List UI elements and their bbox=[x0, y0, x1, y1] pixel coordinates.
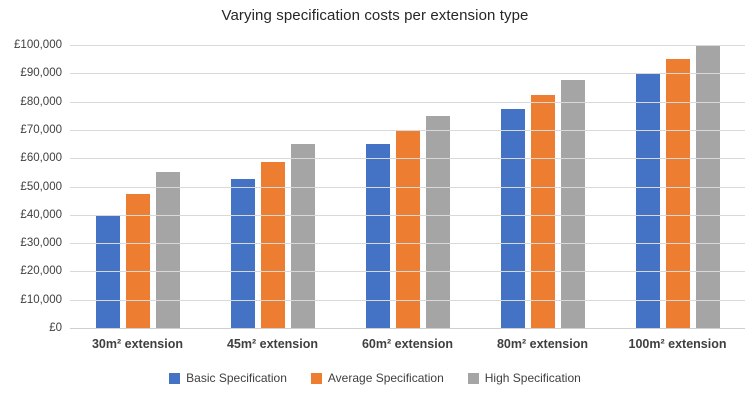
y-axis-tick-label: £30,000 bbox=[20, 237, 62, 250]
gridline bbox=[70, 243, 745, 245]
legend-item: Basic Specification bbox=[169, 371, 287, 385]
y-axis-tick-label: £0 bbox=[49, 322, 62, 334]
y-axis-tick-label: £50,000 bbox=[20, 180, 62, 193]
legend-marker-icon bbox=[310, 372, 322, 384]
y-axis-tick-label: £20,000 bbox=[20, 265, 62, 278]
bar bbox=[530, 94, 555, 328]
bar bbox=[665, 59, 690, 328]
bar bbox=[635, 73, 660, 328]
y-axis-tick-label: £40,000 bbox=[20, 208, 62, 221]
gridline bbox=[70, 158, 745, 160]
y-axis-tick-label: £10,000 bbox=[20, 293, 62, 306]
bar-group bbox=[340, 45, 475, 328]
y-axis-tick-label: £70,000 bbox=[20, 123, 62, 136]
x-axis-category-label: 80m² extension bbox=[496, 337, 588, 351]
gridline bbox=[70, 186, 745, 188]
legend-marker-icon bbox=[467, 372, 479, 384]
bar bbox=[125, 193, 150, 328]
bar-group bbox=[475, 45, 610, 328]
bar bbox=[425, 115, 450, 328]
legend-item: Average Specification bbox=[310, 371, 444, 385]
gridline bbox=[70, 299, 745, 301]
chart-title: Varying specification costs per extensio… bbox=[221, 7, 529, 24]
plot-area bbox=[70, 45, 745, 329]
legend-marker-icon bbox=[169, 372, 181, 384]
bar bbox=[560, 80, 585, 328]
y-axis-tick-label: £90,000 bbox=[20, 67, 62, 80]
legend-item: High Specification bbox=[467, 371, 581, 385]
bar bbox=[395, 129, 420, 328]
gridline bbox=[70, 214, 745, 216]
legend-label: Average Specification bbox=[327, 371, 444, 385]
x-axis-category-label: 45m² extension bbox=[226, 337, 318, 351]
legend: Basic Specification Average Specification… bbox=[0, 371, 750, 385]
bar bbox=[365, 144, 390, 328]
x-axis-category-label: 100m² extension bbox=[628, 337, 727, 351]
gridline bbox=[70, 101, 745, 103]
gridline bbox=[70, 73, 745, 75]
y-axis-tick-label: £60,000 bbox=[20, 152, 62, 165]
x-axis-category-label: 30m² extension bbox=[91, 337, 183, 351]
bar bbox=[290, 144, 315, 328]
gridline bbox=[70, 129, 745, 131]
x-axis: 30m² extension 45m² extension 60m² extensi… bbox=[70, 337, 745, 351]
legend-label: Basic Specification bbox=[186, 371, 287, 385]
y-axis-tick-label: £80,000 bbox=[20, 95, 62, 108]
bar-group bbox=[70, 45, 205, 328]
gridline bbox=[70, 45, 745, 46]
y-axis-tick-label: £100,000 bbox=[14, 39, 62, 51]
bar bbox=[230, 179, 255, 328]
bar bbox=[500, 108, 525, 328]
x-axis-category-label: 60m² extension bbox=[361, 337, 453, 351]
legend-label: High Specification bbox=[484, 371, 581, 385]
gridline bbox=[70, 271, 745, 273]
bar bbox=[155, 172, 180, 328]
